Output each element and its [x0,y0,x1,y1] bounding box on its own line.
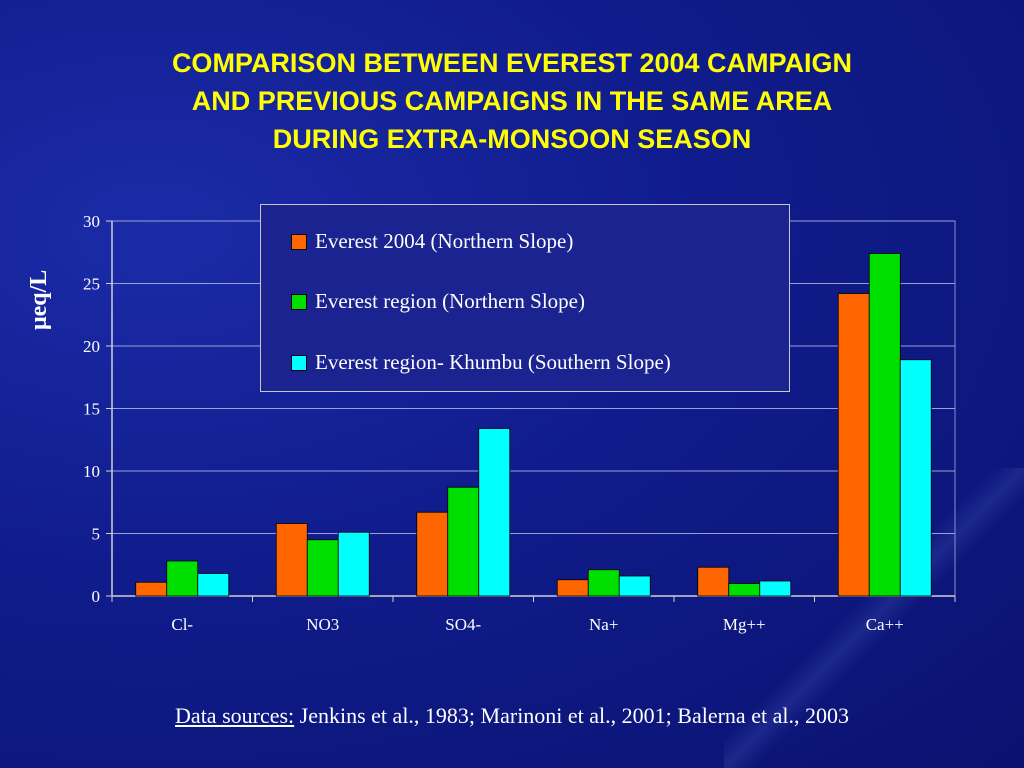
bar-Ca-series-3 [899,359,932,597]
bar-Mg-series-3 [759,580,792,597]
ytick-label-25: 25 [83,275,100,294]
bar-Na-series-1 [556,579,589,597]
bar-SO4-series-1 [416,511,449,597]
legend-label-series-3: Everest region- Khumbu (Southern Slope) [315,350,671,374]
bar-Cl-series-2 [166,560,199,597]
bar-NO3-series-2 [306,539,339,597]
legend-swatch-series-3 [291,354,307,371]
bar-SO4-series-2 [447,486,480,597]
xtick-label-Na: Na+ [589,615,618,634]
xtick-label-NO3: NO3 [306,615,339,634]
legend-item-series-1: Everest 2004 (Northern Slope) [291,229,573,254]
xtick-label-Ca: Ca++ [866,615,904,634]
xtick-label-Cl: Cl- [171,615,193,634]
xtick-label-Mg: Mg++ [723,615,766,634]
y-axis-label: μeq/L [26,269,52,330]
bar-NO3-series-1 [275,523,308,597]
ytick-label-10: 10 [83,462,100,481]
bar-Mg-series-2 [728,583,761,597]
bar-Ca-series-1 [837,293,870,597]
data-sources-label: Data sources: [175,703,295,728]
chart-legend: Everest 2004 (Northern Slope) Everest re… [260,204,790,392]
legend-item-series-3: Everest region- Khumbu (Southern Slope) [291,350,671,375]
legend-label-series-1: Everest 2004 (Northern Slope) [315,229,574,253]
bar-Na-series-2 [587,569,620,597]
bar-Na-series-3 [618,575,651,597]
xtick-label-SO4: SO4- [445,615,481,634]
ytick-label-30: 30 [83,212,100,231]
title-line-2: AND PREVIOUS CAMPAIGNS IN THE SAME AREA [191,86,833,116]
data-sources-text: Jenkins et al., 1983; Marinoni et al., 2… [294,703,849,728]
ytick-label-15: 15 [83,400,100,419]
title-line-1: COMPARISON BETWEEN EVEREST 2004 CAMPAIGN [171,48,853,78]
title-line-3: DURING EXTRA-MONSOON SEASON [272,124,752,154]
bar-NO3-series-3 [337,531,370,597]
bar-Cl-series-1 [135,581,168,597]
legend-swatch-series-2 [291,293,307,310]
ytick-label-20: 20 [83,337,100,356]
legend-label-series-2: Everest region (Northern Slope) [315,289,585,313]
slide-title: COMPARISON BETWEEN EVEREST 2004 CAMPAIGN… [40,44,984,158]
bar-SO4-series-3 [478,428,511,597]
bar-Mg-series-1 [697,566,730,597]
legend-item-series-2: Everest region (Northern Slope) [291,289,585,314]
data-sources: Data sources: Jenkins et al., 1983; Mari… [0,703,1024,729]
ytick-label-5: 5 [92,525,101,544]
ytick-label-0: 0 [92,587,101,606]
bar-Ca-series-2 [868,253,901,597]
bar-Cl-series-3 [197,573,230,597]
legend-swatch-series-1 [291,233,307,250]
